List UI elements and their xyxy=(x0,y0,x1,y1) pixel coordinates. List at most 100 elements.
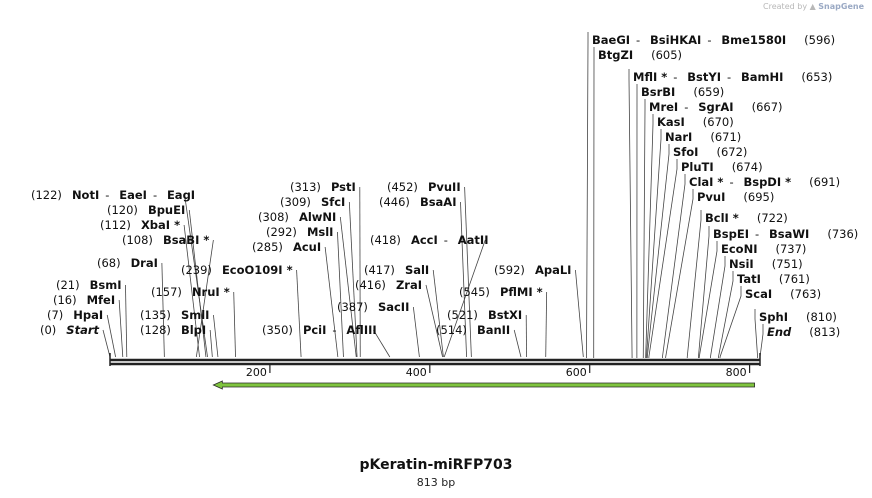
site-name-separator: - xyxy=(332,323,336,337)
site-position: (521) xyxy=(447,308,478,322)
site-name: BsaAI xyxy=(420,195,457,209)
watermark-prefix: Created by xyxy=(763,2,808,11)
leader-line xyxy=(373,329,391,358)
leader-line xyxy=(324,246,339,358)
snapgene-logo-icon: ▲ xyxy=(809,2,816,11)
site-name: PciI xyxy=(303,323,326,337)
watermark-brand: SnapGene xyxy=(818,2,864,11)
leader-line xyxy=(698,226,710,358)
leader-line xyxy=(188,209,207,358)
site-name: MflI * xyxy=(633,70,667,84)
site-position: (309) xyxy=(280,195,311,209)
site-position: (736) xyxy=(827,227,858,241)
site-position: (722) xyxy=(757,211,788,225)
site-name: BsiHKAI xyxy=(650,33,701,47)
site-position: (691) xyxy=(809,175,840,189)
leader-line xyxy=(348,201,358,358)
site-name: ApaLI xyxy=(535,263,572,277)
site-name: BlpI xyxy=(181,323,206,337)
site-name: BsmI xyxy=(90,278,122,292)
site-position: (810) xyxy=(806,310,837,324)
site-name-separator: - xyxy=(444,233,448,247)
leader-line xyxy=(184,194,208,358)
leader-line xyxy=(575,269,584,358)
leader-line xyxy=(339,216,357,358)
site-position: (239) xyxy=(181,263,212,277)
leader-line xyxy=(710,256,726,358)
site-position: (285) xyxy=(252,240,283,254)
map-title: pKeratin-miRFP703 xyxy=(359,457,513,473)
leader-line xyxy=(646,129,662,358)
site-position: (387) xyxy=(337,300,368,314)
site-name: EcoNI xyxy=(721,242,757,256)
site-name: NsiI xyxy=(729,257,754,271)
leader-line xyxy=(645,114,654,358)
site-position: (671) xyxy=(710,130,741,144)
leader-line xyxy=(545,291,548,358)
site-position: (514) xyxy=(436,323,467,337)
site-name: PvuII xyxy=(428,180,461,194)
leader-line xyxy=(718,271,734,358)
site-name: NotI xyxy=(72,188,99,202)
site-position: (672) xyxy=(716,145,747,159)
leader-line xyxy=(102,329,111,358)
site-position: (418) xyxy=(370,233,401,247)
site-position: (659) xyxy=(693,85,724,99)
site-position: (813) xyxy=(809,325,840,339)
leader-line xyxy=(118,299,124,358)
site-name: NruI * xyxy=(192,285,230,299)
site-name: PluTI xyxy=(681,160,714,174)
site-position: (416) xyxy=(355,278,386,292)
site-name: BaeGI xyxy=(592,33,630,47)
site-name: EagI xyxy=(167,188,195,202)
site-position: (112) xyxy=(100,218,131,232)
site-position: (122) xyxy=(31,188,62,202)
site-position: (0) xyxy=(40,323,56,337)
site-name: AatII xyxy=(458,233,489,247)
site-name: Bme1580I xyxy=(721,33,786,47)
site-name: Start xyxy=(66,323,99,337)
site-name: BclI * xyxy=(705,211,739,225)
leader-line xyxy=(759,324,764,358)
leader-line xyxy=(754,309,759,358)
site-position: (592) xyxy=(494,263,525,277)
site-position: (596) xyxy=(804,33,835,47)
leader-line xyxy=(337,231,344,358)
site-name: BspEI xyxy=(713,227,749,241)
site-name-separator: - xyxy=(684,100,688,114)
site-name: XbaI * xyxy=(141,218,180,232)
site-position: (7) xyxy=(47,308,63,322)
site-name: AflIII xyxy=(346,323,376,337)
site-name: HpaI xyxy=(73,308,103,322)
leader-line xyxy=(106,314,116,358)
site-name: TatI xyxy=(737,272,761,286)
site-name: End xyxy=(767,325,792,339)
site-name: SacII xyxy=(378,300,409,314)
site-name: MfeI xyxy=(87,293,116,307)
site-position: (695) xyxy=(743,190,774,204)
axis-tick-label: 400 xyxy=(406,366,427,379)
site-name: SmlI xyxy=(181,308,210,322)
axis-tick-label: 600 xyxy=(566,366,587,379)
feature-arrow xyxy=(212,380,756,390)
leader-line xyxy=(513,329,522,358)
site-position: (417) xyxy=(364,263,395,277)
site-name-separator: - xyxy=(755,227,759,241)
site-position: (670) xyxy=(703,115,734,129)
site-name: EaeI xyxy=(119,188,147,202)
site-name: SalI xyxy=(405,263,429,277)
site-name: SfoI xyxy=(673,145,698,159)
site-name: PvuI xyxy=(697,190,725,204)
site-name-separator: - xyxy=(153,188,157,202)
site-position: (761) xyxy=(779,272,810,286)
site-position: (157) xyxy=(151,285,182,299)
site-position: (452) xyxy=(387,180,418,194)
site-position: (667) xyxy=(752,100,783,114)
site-position: (135) xyxy=(140,308,171,322)
leader-line xyxy=(209,329,213,358)
leader-line xyxy=(233,291,236,358)
snapgene-watermark: Created by ▲ SnapGene xyxy=(763,2,864,11)
site-name: BanII xyxy=(477,323,510,337)
site-name: SfcI xyxy=(321,195,345,209)
